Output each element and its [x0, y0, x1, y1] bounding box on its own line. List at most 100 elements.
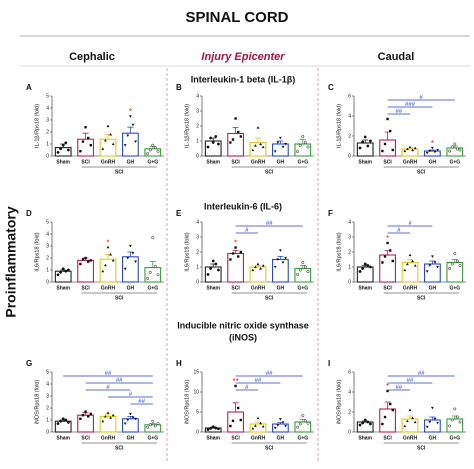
data-point [296, 273, 300, 276]
data-point [383, 142, 387, 146]
data-point [216, 427, 220, 431]
x-tick-label: GH [429, 285, 437, 291]
data-point [61, 143, 65, 147]
x-tick-label: Sham [206, 159, 220, 165]
data-point [229, 258, 232, 261]
data-point [428, 420, 432, 424]
x-tick-label: Sham [358, 159, 372, 165]
data-point [389, 249, 392, 252]
data-point [129, 115, 132, 118]
data-point [59, 147, 63, 151]
data-point [296, 150, 300, 153]
data-point [431, 255, 434, 258]
data-point [303, 141, 307, 144]
data-point [363, 135, 367, 139]
y-axis-label: IL6/Rps18 (fold) [184, 232, 190, 271]
panel-letter: B [176, 83, 182, 92]
x-tick-label: Sham [358, 435, 372, 441]
data-point [211, 259, 215, 263]
data-point [206, 428, 210, 432]
panel-letter: C [328, 83, 334, 92]
data-point [234, 246, 237, 249]
y-axis-label: IL-1β/Rps18 (fold) [34, 104, 40, 148]
x-tick-label: GH [429, 435, 437, 441]
data-point [56, 422, 60, 426]
data-point [123, 144, 127, 147]
data-point [79, 417, 82, 420]
significance-label: # [245, 228, 249, 234]
data-point [146, 152, 150, 156]
data-point [298, 144, 302, 147]
row-title: Interleukin-1 beta (IL-1β) [191, 74, 296, 84]
error-bar [255, 265, 261, 267]
data-point [84, 126, 87, 129]
data-point [448, 149, 452, 153]
significance-label: ## [116, 378, 123, 384]
error-bar [384, 401, 391, 409]
data-point [389, 402, 392, 406]
y-tick-label: 6 [348, 369, 351, 375]
data-point [391, 259, 394, 263]
significance-star: * [386, 382, 389, 391]
y-tick-label: 1 [196, 264, 199, 270]
data-point [303, 265, 307, 269]
data-point [403, 268, 407, 272]
data-point [458, 264, 462, 267]
x-tick-label: SCI [383, 285, 392, 291]
y-axis-label: IL-1β/Rps18 (fold) [336, 104, 342, 148]
y-tick-label: 3 [196, 234, 199, 240]
data-point [229, 141, 232, 144]
significance-label: ## [395, 385, 402, 391]
data-point [239, 250, 242, 254]
bar [379, 139, 396, 157]
data-point [298, 422, 302, 426]
data-point [64, 269, 68, 273]
data-point [131, 416, 135, 419]
data-point [84, 256, 87, 260]
data-point [361, 421, 365, 425]
y-tick-label: 3 [46, 243, 49, 249]
y-tick-label: 4 [348, 113, 351, 119]
bar [122, 418, 139, 433]
error-bar [451, 259, 458, 263]
error-bar [299, 265, 306, 269]
group-label: SCI [417, 445, 426, 451]
y-tick-label: 0 [348, 429, 351, 435]
data-point [134, 140, 137, 143]
data-point [303, 419, 307, 423]
data-point [408, 253, 412, 257]
x-tick-label: SCI [231, 285, 240, 291]
y-tick-label: 1 [46, 141, 49, 147]
data-point [453, 407, 457, 411]
y-tick-label: 3 [46, 117, 49, 123]
bar [379, 408, 396, 433]
data-point [111, 142, 115, 146]
data-point [279, 136, 282, 140]
data-point [455, 147, 459, 151]
significance-star: * [386, 234, 389, 243]
x-tick-label: GH [277, 159, 285, 165]
data-point [448, 267, 452, 270]
data-point [254, 424, 257, 427]
data-point [111, 259, 115, 262]
data-point [408, 408, 412, 412]
x-tick-label: SCI [231, 435, 240, 441]
y-tick-label: 1 [348, 264, 351, 270]
y-tick-label: 5 [46, 93, 49, 99]
x-tick-label: GnRH [101, 285, 116, 291]
error-bar [255, 137, 261, 143]
group-label: SCI [417, 169, 426, 175]
panel-letter: I [328, 359, 330, 368]
row-label: Proinflammatory [3, 206, 19, 317]
group-label: SCI [417, 295, 426, 301]
data-point [413, 264, 417, 267]
data-point [411, 259, 414, 263]
error-bar [127, 251, 134, 257]
y-tick-label: 3 [46, 393, 49, 399]
data-point [276, 424, 280, 427]
data-point [216, 142, 220, 146]
x-tick-label: GnRH [251, 159, 266, 165]
data-point [450, 418, 454, 422]
data-point [148, 270, 152, 274]
data-point [59, 270, 63, 274]
